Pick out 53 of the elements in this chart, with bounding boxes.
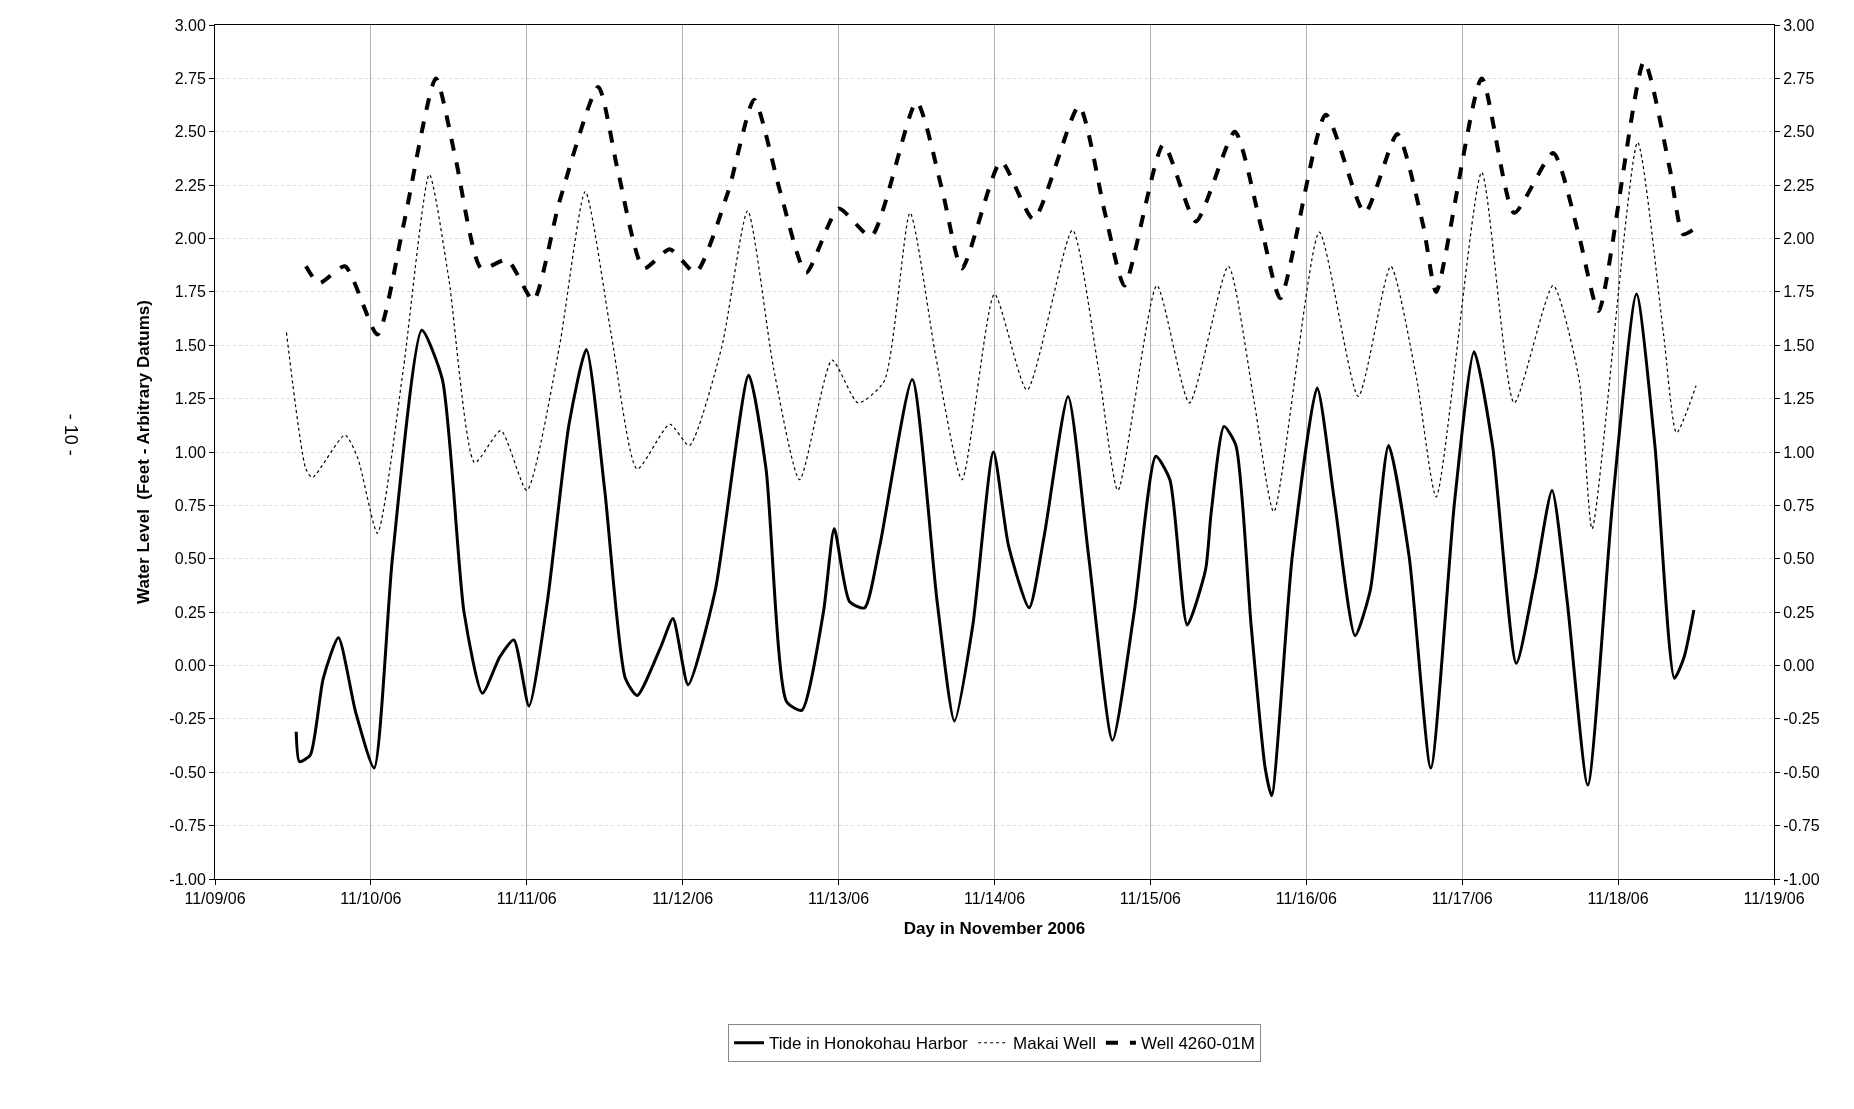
y2-tick-label: 2.00 xyxy=(1783,230,1815,248)
x-tick-label: 11/13/06 xyxy=(808,890,870,908)
y2-tick-label: 3.00 xyxy=(1783,16,1815,34)
y2-tick-label: 2.50 xyxy=(1783,123,1815,141)
line-series xyxy=(294,292,1696,798)
x-tick-label: 11/15/06 xyxy=(1119,890,1182,908)
y-tick-label: -0.50 xyxy=(169,763,206,781)
text: - 10 - xyxy=(61,413,82,456)
y2-tick-label: -0.75 xyxy=(1783,817,1820,835)
y2-tick-label: -0.25 xyxy=(1783,710,1820,728)
y-tick-label: 1.75 xyxy=(174,283,206,301)
line-series xyxy=(285,141,1697,534)
y2-tick-label: -0.50 xyxy=(1783,763,1820,781)
y-tick-label: -1.00 xyxy=(169,870,206,888)
x-tick-label: 11/17/06 xyxy=(1431,890,1493,908)
x-axis-title: Day in November 2006 xyxy=(903,918,1086,938)
y-tick-label: 0.00 xyxy=(174,657,206,675)
y-tick-label: 1.50 xyxy=(174,336,206,354)
x-tick-label: 11/18/06 xyxy=(1587,890,1649,908)
legend-label: Makai Well xyxy=(1013,1034,1096,1054)
y2-tick-label: 0.75 xyxy=(1783,496,1815,514)
y-tick-label: 1.25 xyxy=(174,390,206,408)
x-tick-label: 11/16/06 xyxy=(1275,890,1337,908)
y-tick-label: 2.75 xyxy=(174,69,206,87)
y-tick-label: 3.00 xyxy=(174,16,206,34)
x-tick-label: 11/11/06 xyxy=(496,890,557,908)
y2-tick-label: 0.50 xyxy=(1783,550,1815,568)
x-tick-label: 11/12/06 xyxy=(652,890,714,908)
y-tick-label: 2.00 xyxy=(174,230,206,248)
legend-label: Well 4260-01M xyxy=(1140,1034,1255,1054)
y2-tick-label: 2.25 xyxy=(1783,176,1815,194)
legend-label: Tide in Honokohau Harbor xyxy=(769,1034,969,1054)
y-tick-label: -0.25 xyxy=(169,710,206,728)
x-tick-label: 11/10/06 xyxy=(340,890,402,908)
y2-tick-label: 1.50 xyxy=(1783,336,1815,354)
x-tick-label: 11/09/06 xyxy=(184,890,246,908)
y-tick-label: 1.00 xyxy=(174,443,206,461)
y-tick-label: 0.25 xyxy=(174,603,206,621)
y2-tick-label: 0.25 xyxy=(1783,603,1815,621)
y-tick-label: 2.25 xyxy=(174,176,206,194)
y2-tick-label: 2.75 xyxy=(1783,69,1815,87)
y-tick-label: 0.50 xyxy=(174,550,206,568)
y2-tick-label: -1.00 xyxy=(1783,870,1820,888)
y-axis-title: Water Level (Feet - Arbitrary Datums) xyxy=(133,300,153,604)
y-tick-label: 0.75 xyxy=(174,496,206,514)
y2-tick-label: 0.00 xyxy=(1783,657,1815,675)
x-tick-label: 11/14/06 xyxy=(963,890,1026,908)
x-tick-label: 11/19/06 xyxy=(1743,890,1805,908)
y2-tick-label: 1.75 xyxy=(1783,283,1815,301)
y-tick-label: 2.50 xyxy=(174,123,206,141)
y2-tick-label: 1.25 xyxy=(1783,390,1815,408)
y2-tick-label: 1.00 xyxy=(1783,443,1815,461)
y-tick-label: -0.75 xyxy=(169,817,206,835)
